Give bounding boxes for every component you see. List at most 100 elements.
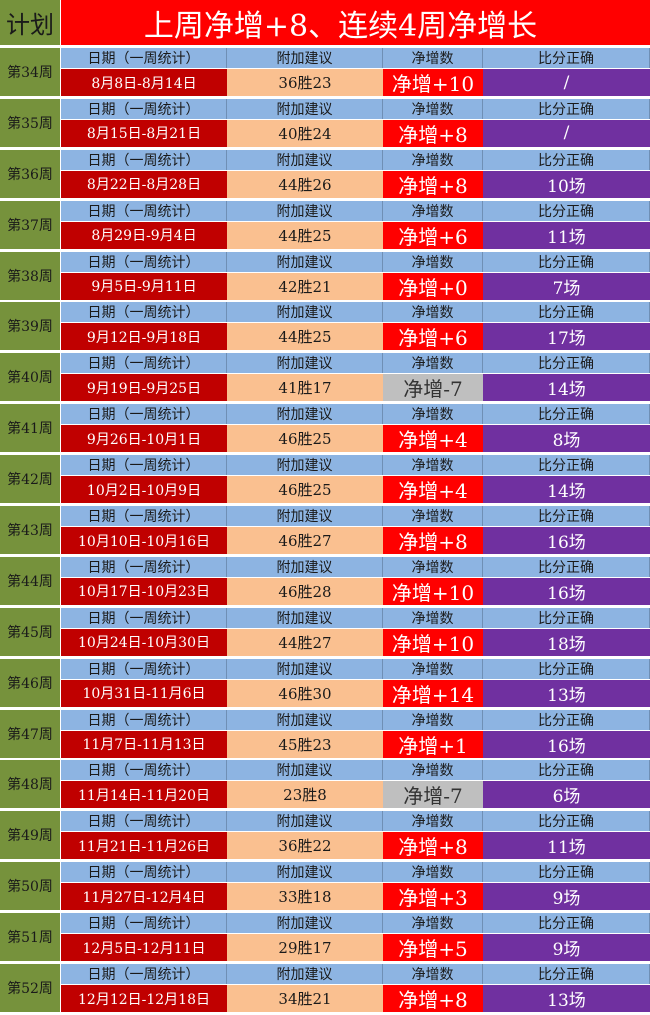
net-value: 净增+6 [383,322,483,351]
score-value: 17场 [483,322,650,351]
header-suggestion: 附加建议 [227,862,383,883]
score-value: 9场 [483,882,650,911]
week-row: 第47周 日期（一周统计） 附加建议 净增数 比分正确 11月7日-11月13日… [0,709,650,758]
date-range: 10月17日-10月23日 [61,576,227,605]
header-score: 比分正确 [483,48,650,68]
header-net: 净增数 [383,658,483,679]
header-net: 净增数 [383,709,483,730]
date-range: 10月24日-10月30日 [61,627,227,656]
header-date: 日期（一周统计） [61,251,227,272]
week-label: 第34周 [0,48,61,96]
header-net: 净增数 [383,811,483,832]
header-suggestion: 附加建议 [227,98,383,119]
net-value: 净增+10 [383,68,483,96]
week-label: 第48周 [0,760,61,809]
suggestion-value: 44胜25 [227,322,383,351]
header-score: 比分正确 [483,913,650,934]
header-date: 日期（一周统计） [61,760,227,781]
weeks-table: 第34周 日期（一周统计） 附加建议 净增数 比分正确 8月8日-8月14日 3… [0,48,650,1013]
week-grid: 日期（一周统计） 附加建议 净增数 比分正确 12月5日-12月11日 29胜1… [61,913,650,962]
net-value: 净增+8 [383,526,483,555]
week-label: 第43周 [0,506,61,555]
week-row: 第50周 日期（一周统计） 附加建议 净增数 比分正确 11月27日-12月4日… [0,862,650,911]
week-grid: 日期（一周统计） 附加建议 净增数 比分正确 9月5日-9月11日 42胜21 … [61,251,650,300]
header-score: 比分正确 [483,760,650,781]
header-score: 比分正确 [483,556,650,577]
date-range: 9月12日-9月18日 [61,322,227,351]
suggestion-value: 46胜28 [227,576,383,605]
header-suggestion: 附加建议 [227,506,383,527]
date-range: 8月22日-8月28日 [61,169,227,198]
header-date: 日期（一周统计） [61,98,227,119]
header-net: 净增数 [383,913,483,934]
date-range: 11月27日-12月4日 [61,882,227,911]
net-value: 净增+8 [383,831,483,860]
header-net: 净增数 [383,607,483,628]
score-value: / [483,68,650,96]
score-value: 13场 [483,984,650,1013]
week-row: 第41周 日期（一周统计） 附加建议 净增数 比分正确 9月26日-10月1日 … [0,404,650,453]
date-range: 8月8日-8月14日 [61,68,227,96]
score-value: 16场 [483,576,650,605]
net-value: 净增+3 [383,882,483,911]
date-range: 8月15日-8月21日 [61,118,227,147]
header-score: 比分正确 [483,964,650,985]
net-value: 净增+8 [383,118,483,147]
score-value: 18场 [483,627,650,656]
week-grid: 日期（一周统计） 附加建议 净增数 比分正确 12月12日-12月18日 34胜… [61,964,650,1013]
net-value: 净增+6 [383,220,483,249]
week-grid: 日期（一周统计） 附加建议 净增数 比分正确 10月2日-10月9日 46胜25… [61,455,650,504]
score-value: 10场 [483,169,650,198]
week-label: 第46周 [0,658,61,707]
date-range: 12月5日-12月11日 [61,933,227,962]
net-value: 净增+10 [383,627,483,656]
score-value: 11场 [483,831,650,860]
header-date: 日期（一周统计） [61,913,227,934]
week-grid: 日期（一周统计） 附加建议 净增数 比分正确 8月15日-8月21日 40胜24… [61,98,650,147]
week-label: 第49周 [0,811,61,860]
header-suggestion: 附加建议 [227,48,383,68]
net-value: 净增+10 [383,576,483,605]
header-net: 净增数 [383,200,483,221]
week-label: 第40周 [0,353,61,402]
suggestion-value: 36胜23 [227,68,383,96]
week-label: 第38周 [0,251,61,300]
score-value: 6场 [483,780,650,809]
header-date: 日期（一周统计） [61,404,227,425]
header-suggestion: 附加建议 [227,913,383,934]
header-suggestion: 附加建议 [227,760,383,781]
score-value: 14场 [483,475,650,504]
header-suggestion: 附加建议 [227,302,383,323]
header-suggestion: 附加建议 [227,200,383,221]
suggestion-value: 46胜25 [227,424,383,453]
header-net: 净增数 [383,760,483,781]
week-row: 第37周 日期（一周统计） 附加建议 净增数 比分正确 8月29日-9月4日 4… [0,200,650,249]
header-date: 日期（一周统计） [61,607,227,628]
week-grid: 日期（一周统计） 附加建议 净增数 比分正确 10月31日-11月6日 46胜3… [61,658,650,707]
week-label: 第41周 [0,404,61,453]
header-date: 日期（一周统计） [61,506,227,527]
header-net: 净增数 [383,353,483,374]
header-score: 比分正确 [483,506,650,527]
suggestion-value: 41胜17 [227,373,383,402]
date-range: 10月2日-10月9日 [61,475,227,504]
week-row: 第34周 日期（一周统计） 附加建议 净增数 比分正确 8月8日-8月14日 3… [0,48,650,96]
header-suggestion: 附加建议 [227,709,383,730]
week-row: 第39周 日期（一周统计） 附加建议 净增数 比分正确 9月12日-9月18日 … [0,302,650,351]
header: 计划 上周净增+8、连续4周净增长 [0,0,650,48]
header-net: 净增数 [383,862,483,883]
week-grid: 日期（一周统计） 附加建议 净增数 比分正确 8月29日-9月4日 44胜25 … [61,200,650,249]
week-row: 第51周 日期（一周统计） 附加建议 净增数 比分正确 12月5日-12月11日… [0,913,650,962]
header-score: 比分正确 [483,353,650,374]
suggestion-value: 46胜30 [227,678,383,707]
net-value: 净增+4 [383,475,483,504]
week-row: 第52周 日期（一周统计） 附加建议 净增数 比分正确 12月12日-12月18… [0,964,650,1013]
week-label: 第39周 [0,302,61,351]
header-net: 净增数 [383,98,483,119]
net-value: 净增+0 [383,271,483,300]
header-date: 日期（一周统计） [61,709,227,730]
page-title: 上周净增+8、连续4周净增长 [61,0,650,45]
suggestion-value: 45胜23 [227,729,383,758]
date-range: 11月7日-11月13日 [61,729,227,758]
header-score: 比分正确 [483,709,650,730]
